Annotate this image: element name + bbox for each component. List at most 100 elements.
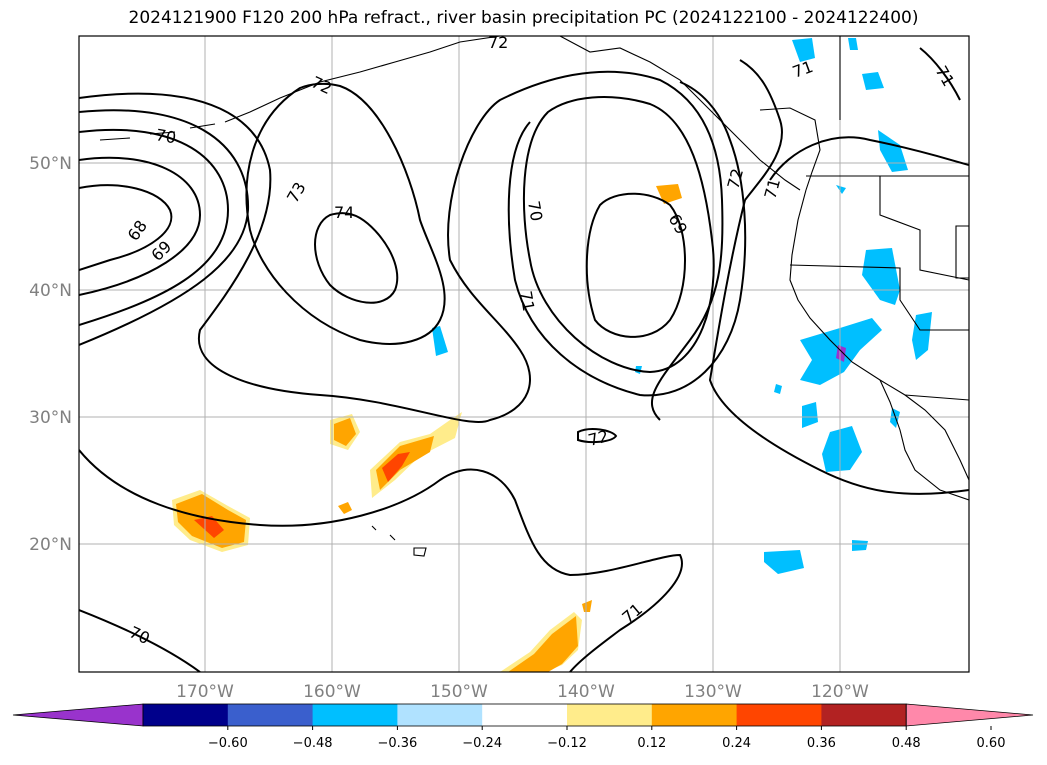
precip-shading: [172, 38, 932, 672]
colorbar-tick-label: 0.24: [722, 736, 751, 751]
contour-69-right: [585, 192, 686, 338]
lat-label-30n: 30°N: [29, 408, 72, 428]
contour-73: [245, 82, 446, 345]
lat-label-50n: 50°N: [29, 154, 72, 174]
contour-72-small: [577, 428, 618, 444]
contour-71-bottom: [79, 449, 683, 672]
contour-71-upper: [769, 136, 969, 181]
colorbar-bin: [482, 704, 568, 726]
lon-label-170w: 170°W: [176, 682, 234, 702]
contour-label: 70: [524, 199, 546, 222]
contour-70-bottom: [79, 609, 201, 672]
contour-71-corner: [919, 47, 961, 101]
shade-neg-region: [862, 72, 884, 90]
colorbar-outline: [142, 703, 907, 727]
alaska-coast: [559, 36, 801, 191]
colorbar-bin: [567, 704, 653, 726]
lon-label-140w: 140°W: [557, 682, 615, 702]
contour-label: 71: [790, 57, 816, 82]
contour-label: 72: [308, 72, 334, 98]
state-border: [955, 225, 969, 279]
lat-label-20n: 20°N: [29, 535, 72, 555]
shade-neg-region: [432, 326, 448, 356]
shade-neg-region: [890, 408, 900, 428]
lon-label-160w: 160°W: [303, 682, 361, 702]
us-west-coast: [789, 189, 969, 481]
contour-label: 71: [618, 599, 646, 627]
shade-neg-region: [774, 384, 782, 394]
contour-label: 72: [586, 426, 611, 450]
colorbar: −0.60 −0.48 −0.36 −0.24 −0.12 0.12 0.24 0.36 0.4…: [12, 703, 1034, 751]
contour-69: [79, 156, 202, 296]
lat-label-40n: 40°N: [29, 281, 72, 301]
state-border: [789, 264, 969, 331]
colorbar-tick-label: −0.48: [293, 736, 333, 751]
shade-pos-region: [334, 418, 356, 446]
shade-pos-region: [508, 616, 578, 672]
contour-label: 70: [154, 125, 177, 147]
baja-coast: [879, 379, 969, 501]
contour-label: 72: [724, 166, 748, 191]
shade-neg-region: [836, 185, 846, 194]
colorbar-bin: [651, 704, 738, 726]
refractivity-contours: [79, 47, 969, 672]
contour-label: 71: [516, 289, 538, 312]
contour-label: 72: [488, 33, 508, 52]
coastlines: [99, 36, 969, 557]
lon-label-150w: 150°W: [430, 682, 488, 702]
lon-label-130w: 130°W: [684, 682, 742, 702]
shade-pos-region: [382, 452, 410, 482]
colorbar-tick-label: −0.36: [377, 736, 417, 751]
contour-72: [79, 70, 724, 424]
shade-neg-region: [912, 312, 932, 360]
map-frame: [78, 35, 970, 673]
contour-label: 71: [932, 63, 959, 90]
colorbar-bin: [821, 704, 907, 726]
shade-neg-region: [848, 38, 858, 50]
shade-neg-region: [852, 540, 868, 551]
bc-coast: [759, 107, 821, 191]
contour-71-right: [507, 81, 747, 397]
colorbar-tick-label: 0.48: [892, 736, 921, 751]
shade-neg-region: [792, 38, 815, 62]
colorbar-tick-label: 0.60: [977, 736, 1006, 751]
colorbar-bin: [312, 704, 398, 726]
colorbar-bin: [736, 704, 822, 726]
state-border: [879, 176, 969, 281]
colorbar-tick-label: −0.60: [208, 736, 248, 751]
colorbar-tick-label: 0.12: [637, 736, 666, 751]
contour-label: 71: [761, 176, 785, 201]
shade-neg-region: [822, 426, 862, 472]
colorbar-bin: [143, 704, 229, 726]
colorbar-extend-low: [12, 703, 144, 727]
colorbar-tick-label: 0.36: [807, 736, 836, 751]
colorbar-bin: [227, 704, 314, 726]
contour-70-right: [522, 96, 715, 374]
contour-label: 68: [124, 217, 151, 245]
colorbar-bin: [397, 704, 483, 726]
hawaii: [371, 525, 427, 557]
contour-label: 73: [283, 179, 310, 206]
shade-neg-region: [862, 248, 900, 305]
contour-70: [79, 128, 230, 326]
colorbar-tick-label: −0.24: [462, 736, 502, 751]
mexico-border: [904, 394, 969, 401]
shade-neg-region: [802, 402, 818, 428]
shade-pos-region: [656, 184, 682, 204]
colorbar-extend-high: [905, 703, 1034, 727]
contour-74: [314, 212, 399, 304]
contour-72-right: [708, 59, 969, 495]
contour-label: 69: [147, 237, 175, 265]
lon-label-120w: 120°W: [811, 682, 869, 702]
shade-neg-region: [764, 550, 804, 574]
contour-68: [79, 184, 173, 271]
lat-labels: 50°N 40°N 30°N 20°N: [29, 154, 72, 555]
shade-neg-region: [878, 130, 908, 172]
shade-pos-region: [582, 600, 592, 612]
contour-label: 74: [334, 203, 354, 222]
graticule: [79, 36, 969, 672]
alaska-coast: [224, 36, 501, 123]
contour-label: 69: [665, 211, 692, 238]
colorbar-tick-label: −0.12: [547, 736, 587, 751]
